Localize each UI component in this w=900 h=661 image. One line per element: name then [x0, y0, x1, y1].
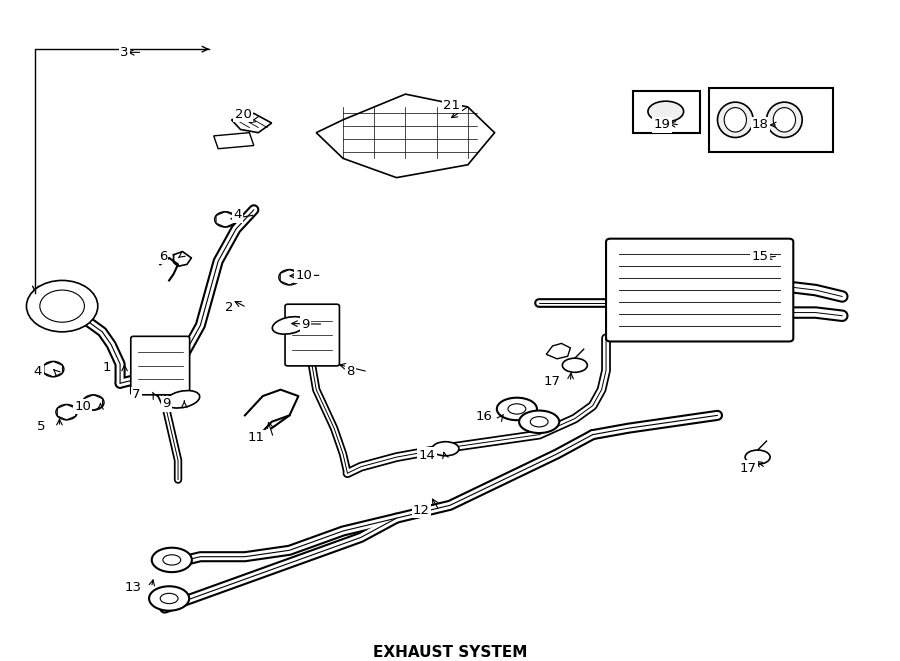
Text: 9: 9: [162, 397, 171, 410]
Text: 17: 17: [739, 461, 756, 475]
Bar: [633, 91, 699, 133]
Circle shape: [214, 212, 236, 227]
Ellipse shape: [166, 391, 200, 408]
Ellipse shape: [530, 416, 548, 427]
Ellipse shape: [767, 102, 802, 137]
Ellipse shape: [562, 358, 588, 372]
Text: 20: 20: [235, 108, 252, 121]
Ellipse shape: [152, 548, 192, 572]
Bar: [708, 88, 833, 152]
Text: 7: 7: [132, 388, 140, 401]
FancyBboxPatch shape: [130, 336, 190, 395]
Ellipse shape: [160, 594, 178, 603]
Text: 12: 12: [413, 504, 430, 517]
Ellipse shape: [724, 108, 746, 132]
Text: 10: 10: [295, 269, 312, 282]
Text: 14: 14: [418, 449, 436, 461]
Circle shape: [40, 290, 85, 322]
Text: 4: 4: [34, 365, 42, 378]
Polygon shape: [213, 133, 254, 149]
Text: 15: 15: [752, 249, 769, 262]
Ellipse shape: [519, 410, 559, 433]
Ellipse shape: [432, 442, 459, 456]
Text: 16: 16: [475, 410, 492, 423]
Text: 10: 10: [74, 400, 91, 413]
Text: 5: 5: [38, 420, 46, 434]
FancyBboxPatch shape: [606, 239, 793, 342]
Text: EXHAUST SYSTEM: EXHAUST SYSTEM: [373, 644, 527, 660]
Ellipse shape: [508, 404, 526, 414]
Ellipse shape: [773, 108, 796, 132]
Ellipse shape: [648, 101, 684, 122]
Text: 8: 8: [346, 365, 355, 378]
Text: 9: 9: [302, 318, 310, 330]
Text: 11: 11: [248, 432, 264, 444]
Polygon shape: [316, 94, 495, 178]
Text: 18: 18: [752, 118, 769, 132]
Text: 6: 6: [158, 249, 167, 262]
Ellipse shape: [745, 450, 770, 464]
FancyBboxPatch shape: [285, 304, 339, 366]
Ellipse shape: [717, 102, 753, 137]
Circle shape: [42, 362, 64, 377]
Ellipse shape: [497, 398, 537, 420]
Polygon shape: [546, 344, 571, 359]
Text: 2: 2: [225, 301, 233, 314]
Text: 4: 4: [234, 208, 242, 221]
Text: 13: 13: [125, 581, 142, 594]
Ellipse shape: [163, 555, 181, 565]
Text: 1: 1: [103, 361, 111, 373]
Circle shape: [56, 405, 77, 420]
Text: 19: 19: [653, 118, 670, 132]
Circle shape: [83, 395, 104, 410]
Polygon shape: [174, 252, 192, 266]
Text: 17: 17: [544, 375, 561, 389]
Circle shape: [26, 280, 98, 332]
Polygon shape: [160, 258, 178, 280]
Text: 3: 3: [121, 46, 129, 59]
Ellipse shape: [273, 317, 307, 334]
Ellipse shape: [149, 586, 189, 611]
Polygon shape: [231, 114, 272, 133]
Text: 21: 21: [444, 99, 460, 112]
Circle shape: [279, 270, 301, 285]
